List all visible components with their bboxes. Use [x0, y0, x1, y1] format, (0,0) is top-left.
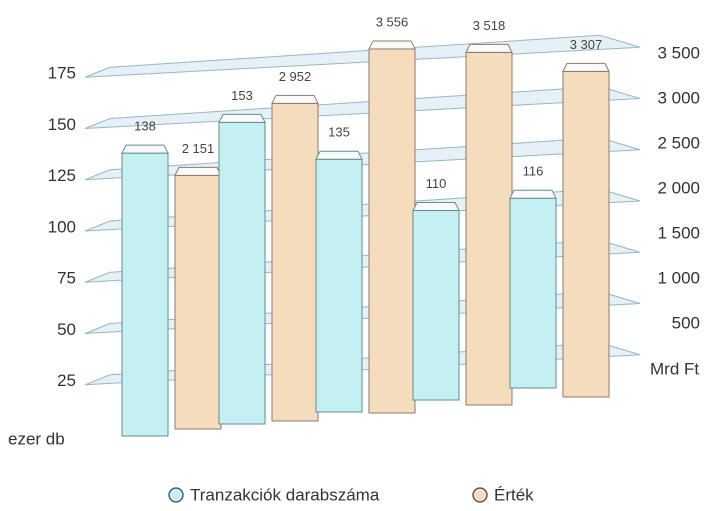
bar-top	[412, 202, 460, 211]
data-label: 3 518	[473, 18, 506, 33]
bar	[121, 152, 169, 437]
y-axis-label: ezer db	[8, 429, 65, 448]
y2-tick-label: 2 000	[657, 178, 700, 197]
bar-top	[271, 94, 319, 104]
bar-top	[174, 166, 222, 176]
data-label: 3 307	[570, 37, 603, 52]
bar-top	[315, 150, 363, 160]
y2-tick-label: 1 000	[657, 268, 700, 287]
legend-marker	[168, 487, 184, 503]
y2-tick-label: 500	[672, 313, 700, 332]
y-tick-label: 25	[57, 371, 76, 390]
bar-top	[562, 62, 610, 72]
data-label: 3 556	[376, 14, 409, 29]
bar	[465, 51, 513, 406]
legend-label: Érték	[494, 485, 534, 504]
y-tick-label: 75	[57, 269, 76, 288]
y2-tick-label: 1 500	[657, 223, 700, 242]
data-label: 116	[523, 164, 544, 179]
data-label: 110	[426, 176, 447, 191]
bar	[562, 70, 610, 398]
bar	[174, 174, 222, 430]
legend-marker	[472, 487, 488, 503]
y-tick-label: 150	[48, 115, 76, 134]
bar-top	[509, 189, 557, 199]
data-label: 2 952	[279, 69, 312, 84]
y-tick-label: 100	[48, 217, 76, 236]
bar	[218, 121, 266, 425]
y2-axis-label: Mrd Ft	[650, 359, 699, 378]
y-tick-label: 50	[57, 320, 76, 339]
bar	[509, 197, 557, 389]
data-label: 2 151	[182, 141, 215, 156]
bar-top	[465, 43, 513, 53]
y2-tick-label: 3 000	[657, 88, 700, 107]
data-label: 135	[328, 125, 350, 140]
y2-tick-label: 3 500	[657, 43, 700, 62]
bar	[315, 158, 363, 413]
legend-label: Tranzakciók darabszáma	[190, 485, 380, 504]
y-tick-label: 175	[48, 64, 76, 83]
bar-top	[218, 113, 266, 123]
bar	[368, 48, 416, 414]
data-label: 153	[231, 88, 253, 103]
bar	[412, 210, 460, 401]
bar	[271, 102, 319, 422]
grid-plate	[84, 34, 641, 78]
grid-plate	[84, 85, 641, 129]
data-label: 138	[134, 119, 156, 134]
y2-tick-label: 2 500	[657, 133, 700, 152]
y-tick-label: 125	[48, 166, 76, 185]
bar-top	[368, 40, 416, 50]
bar-top	[121, 144, 169, 154]
